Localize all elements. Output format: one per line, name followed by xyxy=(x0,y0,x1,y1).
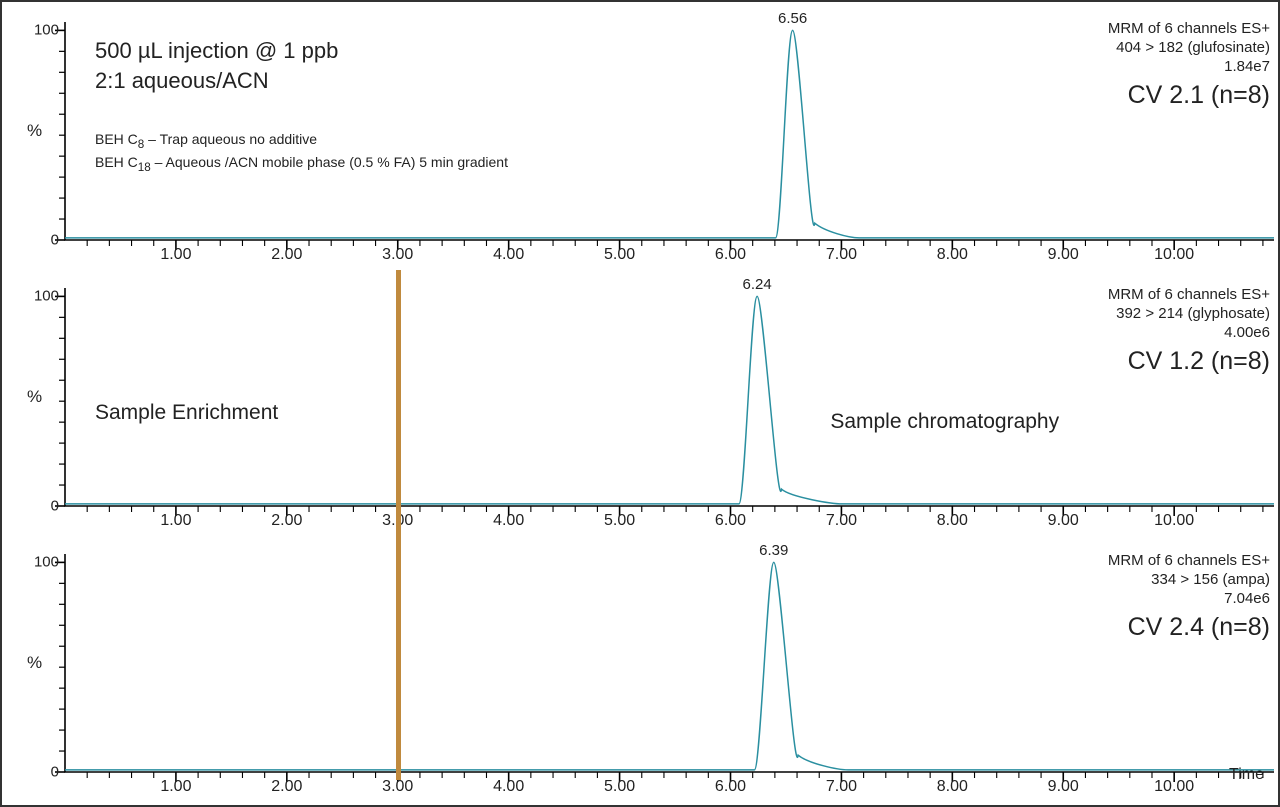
cv-label: CV 1.2 (n=8) xyxy=(1108,346,1270,377)
plot-area: 0100%1.002.003.004.005.006.007.008.009.0… xyxy=(65,554,1274,772)
chromatogram-panel-ampa: 0100%1.002.003.004.005.006.007.008.009.0… xyxy=(10,554,1270,772)
x-tick-label: 10.00 xyxy=(1154,512,1194,530)
y-tick-label: 100 xyxy=(34,554,59,571)
subscript: 18 xyxy=(138,160,151,173)
x-tick-label: 4.00 xyxy=(493,778,524,796)
text-span: – Aqueous /ACN mobile phase (0.5 % FA) 5… xyxy=(151,154,508,170)
panel-meta: MRM of 6 channels ES+334 > 156 (ampa)7.0… xyxy=(1108,552,1270,644)
peak-rt-label: 6.39 xyxy=(759,542,788,559)
peak-rt-label: 6.24 xyxy=(743,276,772,293)
meta-line: 4.00e6 xyxy=(1108,324,1270,343)
annotation-line: BEH C8 – Trap aqueous no additive xyxy=(95,130,508,153)
x-tick-label: 10.00 xyxy=(1154,778,1194,796)
chromatogram-peak xyxy=(65,562,1274,770)
x-tick-label: 1.00 xyxy=(160,246,191,264)
region-label-right: Sample chromatography xyxy=(830,410,1059,434)
x-tick-label: 5.00 xyxy=(604,246,635,264)
x-tick-label: 7.00 xyxy=(826,246,857,264)
y-axis-label: % xyxy=(27,653,42,673)
plot-area: 0100%1.002.003.004.005.006.007.008.009.0… xyxy=(65,288,1274,506)
cv-label: CV 2.1 (n=8) xyxy=(1108,80,1270,111)
x-tick-label: 2.00 xyxy=(271,512,302,530)
cv-label: CV 2.4 (n=8) xyxy=(1108,612,1270,643)
x-tick-label: 3.00 xyxy=(382,246,413,264)
meta-line: MRM of 6 channels ES+ xyxy=(1108,552,1270,571)
x-tick-label: 2.00 xyxy=(271,246,302,264)
x-tick-label: 6.00 xyxy=(715,246,746,264)
x-tick-label: 9.00 xyxy=(1048,512,1079,530)
panel-meta: MRM of 6 channels ES+392 > 214 (glyphosa… xyxy=(1108,286,1270,378)
x-tick-label: 2.00 xyxy=(271,778,302,796)
x-tick-label: 8.00 xyxy=(937,512,968,530)
y-tick-label: 100 xyxy=(34,288,59,305)
chart-svg xyxy=(65,288,1274,506)
panel-meta: MRM of 6 channels ES+404 > 182 (glufosin… xyxy=(1108,20,1270,112)
annotation-line: BEH C18 – Aqueous /ACN mobile phase (0.5… xyxy=(95,153,508,176)
x-tick-label: 6.00 xyxy=(715,512,746,530)
x-tick-label: 5.00 xyxy=(604,512,635,530)
chromatogram-peak xyxy=(65,296,1274,504)
meta-line: 392 > 214 (glyphosate) xyxy=(1108,305,1270,324)
x-tick-label: 9.00 xyxy=(1048,778,1079,796)
x-tick-label: 9.00 xyxy=(1048,246,1079,264)
annotation-line: 500 µL injection @ 1 ppb xyxy=(95,36,338,66)
meta-line: 1.84e7 xyxy=(1108,58,1270,77)
y-tick-label: 0 xyxy=(51,232,59,249)
x-tick-label: 7.00 xyxy=(826,512,857,530)
y-tick-label: 0 xyxy=(51,498,59,515)
x-tick-label: 3.00 xyxy=(382,778,413,796)
injection-annotation: 500 µL injection @ 1 ppb2:1 aqueous/ACN xyxy=(95,36,338,95)
x-tick-label: 6.00 xyxy=(715,778,746,796)
text-span: BEH C xyxy=(95,131,138,147)
y-axis-label: % xyxy=(27,121,42,141)
meta-line: 404 > 182 (glufosinate) xyxy=(1108,39,1270,58)
chart-svg xyxy=(65,554,1274,772)
x-tick-label: 5.00 xyxy=(604,778,635,796)
method-annotation: BEH C8 – Trap aqueous no additiveBEH C18… xyxy=(95,130,508,175)
y-tick-label: 0 xyxy=(51,764,59,781)
x-tick-label: 8.00 xyxy=(937,778,968,796)
x-tick-label: 4.00 xyxy=(493,512,524,530)
y-tick-label: 100 xyxy=(34,22,59,39)
enrichment-divider xyxy=(396,270,401,780)
peak-rt-label: 6.56 xyxy=(778,10,807,27)
x-tick-label: 1.00 xyxy=(160,778,191,796)
x-tick-label: 4.00 xyxy=(493,246,524,264)
x-tick-label: 7.00 xyxy=(826,778,857,796)
meta-line: MRM of 6 channels ES+ xyxy=(1108,286,1270,305)
meta-line: 7.04e6 xyxy=(1108,590,1270,609)
annotation-line: 2:1 aqueous/ACN xyxy=(95,66,338,96)
y-axis-label: % xyxy=(27,387,42,407)
x-tick-label: 8.00 xyxy=(937,246,968,264)
chromatogram-figure: 0 100% 1.00 2.00 3.00 4.00 5.00 6.00 7.00 8.00 9.0… xyxy=(10,10,1270,797)
meta-line: MRM of 6 channels ES+ xyxy=(1108,20,1270,39)
text-span: – Trap aqueous no additive xyxy=(144,131,317,147)
meta-line: 334 > 156 (ampa) xyxy=(1108,571,1270,590)
x-tick-label: 1.00 xyxy=(160,512,191,530)
x-tick-label: 10.00 xyxy=(1154,246,1194,264)
chromatogram-panel-glyphosate: 0100%1.002.003.004.005.006.007.008.009.0… xyxy=(10,288,1270,506)
text-span: BEH C xyxy=(95,154,138,170)
x-axis-label: Time xyxy=(1229,766,1264,784)
region-label-left: Sample Enrichment xyxy=(95,401,278,425)
